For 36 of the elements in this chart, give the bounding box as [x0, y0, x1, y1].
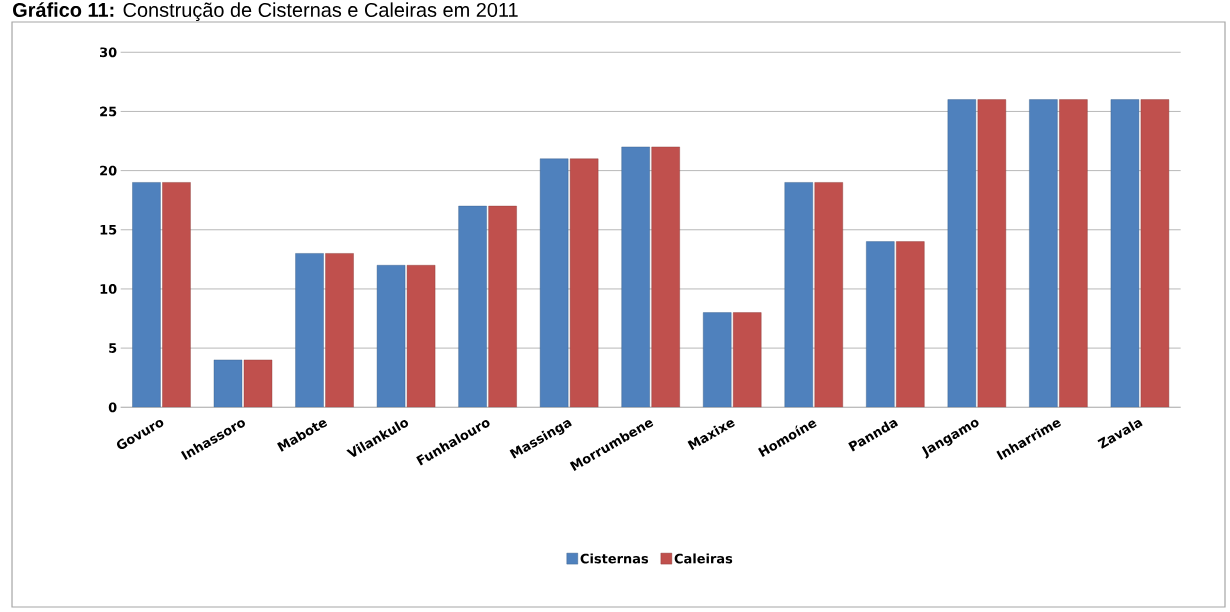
y-tick-label: 0: [108, 402, 117, 413]
y-tick-label: 25: [100, 106, 117, 117]
bar: [458, 205, 487, 408]
bar: [703, 312, 732, 408]
bar: [866, 241, 895, 408]
y-tick-label: 15: [100, 224, 117, 235]
y-tick-label: 5: [109, 343, 117, 353]
bar: [213, 359, 243, 408]
bar: [1029, 99, 1058, 408]
bar: [162, 182, 191, 408]
bar: [733, 312, 762, 408]
bar: [977, 99, 1007, 408]
bar: [488, 205, 517, 408]
bar: [784, 182, 813, 408]
legend-label: Caleiras: [674, 553, 733, 564]
bar: [1110, 99, 1140, 408]
bar: [896, 241, 925, 408]
bar: [814, 182, 843, 408]
bar: [406, 265, 436, 408]
legend-label: Cisternas: [580, 553, 649, 564]
bar: [1059, 99, 1088, 408]
bar: [243, 359, 273, 408]
bar: [132, 182, 161, 408]
bar: [1140, 99, 1170, 408]
bar: [569, 158, 599, 408]
y-tick-label: 30: [100, 47, 117, 58]
bar: [295, 253, 324, 408]
bar: [376, 265, 406, 408]
y-tick-label: 10: [100, 284, 117, 294]
chart-title: Gráfico 11: Construção de Cisternas e Caleiras em 2011: [13, 2, 518, 22]
bar: [539, 158, 569, 408]
bar: [325, 253, 354, 408]
bar: [947, 99, 977, 408]
y-tick-label: 20: [100, 165, 117, 176]
bar: [621, 146, 650, 408]
bar: [651, 146, 680, 408]
